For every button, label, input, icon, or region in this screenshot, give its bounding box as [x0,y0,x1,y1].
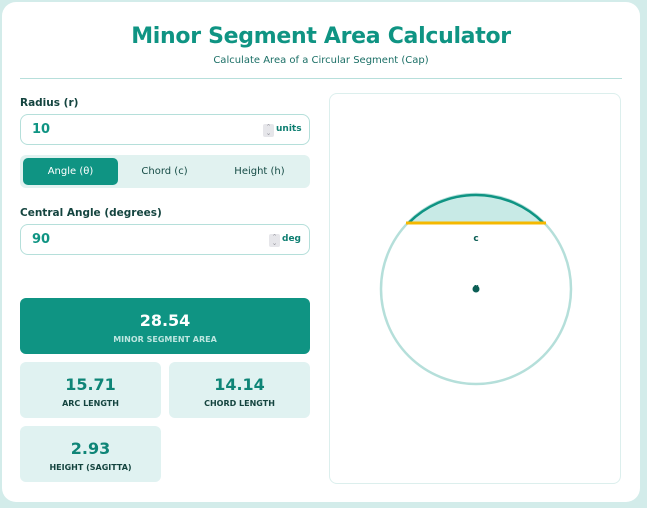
radius-unit: units [276,124,302,134]
radius-input[interactable]: 10 ⌃ ⌄ units [20,114,310,145]
angle-label: Central Angle (degrees) [20,207,162,219]
height-caption: HEIGHT (SAGITTA) [49,463,132,472]
arc-length-result: 15.71 ARC LENGTH [20,362,161,418]
chord-length-caption: CHORD LENGTH [204,399,275,408]
mode-tabs: Angle (θ) Chord (c) Height (h) [20,155,310,188]
area-caption: MINOR SEGMENT AREA [113,335,217,344]
arc-line [407,193,545,224]
page-subtitle: Calculate Area of a Circular Segment (Ca… [213,55,429,66]
radius-spinner-icon[interactable]: ⌃ ⌄ [263,124,274,137]
arc-length-value: 15.71 [65,375,116,394]
angle-unit: deg [282,234,301,244]
angle-value[interactable]: 90 [32,232,51,247]
height-result: 2.93 HEIGHT (SAGITTA) [20,426,161,482]
area-result: 28.54 MINOR SEGMENT AREA [20,298,310,354]
angle-input[interactable]: 90 ⌃ ⌄ deg [20,224,310,255]
radius-label: Radius (r) [20,97,79,109]
center-point [472,285,480,293]
tab-angle[interactable]: Angle (θ) [23,158,118,185]
tab-chord[interactable]: Chord (c) [141,166,188,177]
arc-length-caption: ARC LENGTH [62,399,119,408]
radius-value[interactable]: 10 [32,122,51,137]
header-divider [20,78,622,79]
chord-length-result: 14.14 CHORD LENGTH [169,362,310,418]
page-title: Minor Segment Area Calculator [131,24,511,49]
area-value: 28.54 [139,311,191,330]
height-value: 2.93 [70,439,111,458]
chord-length-value: 14.14 [214,375,265,394]
chord-label: c [473,234,478,244]
tab-height[interactable]: Height (h) [234,166,285,177]
angle-spinner-icon[interactable]: ⌃ ⌄ [269,234,280,247]
radius-label-diagram: r [474,283,479,293]
segment-diagram: c r [329,93,621,484]
segment-fill [408,194,544,223]
segment-diagram-svg: c r [379,192,573,386]
